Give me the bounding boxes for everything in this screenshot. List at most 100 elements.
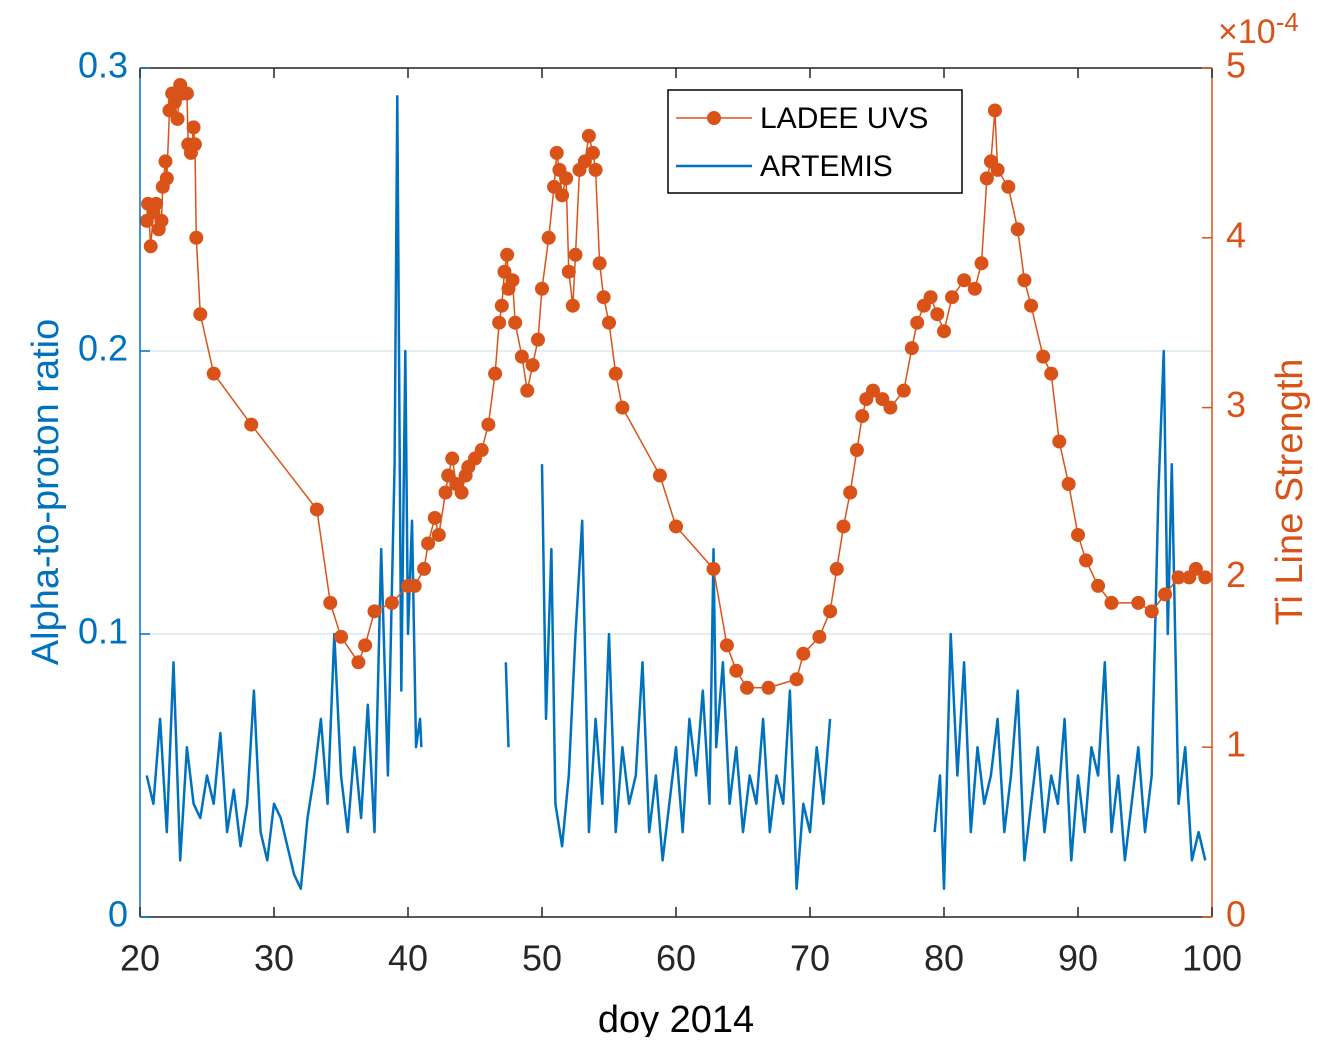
data-point [843,485,858,500]
y2-tick-label: 2 [1226,554,1246,595]
data-point [244,417,259,432]
data-point [431,527,446,542]
x-tick-label: 80 [924,938,964,979]
data-point [559,171,574,186]
data-point [474,443,489,458]
x-axis-label: doy 2014 [598,999,754,1037]
x-tick-label: 60 [656,938,696,979]
data-point [1144,604,1159,619]
series-line [145,84,1206,689]
x-tick-label: 30 [254,938,294,979]
legend-label: LADEE UVS [760,102,928,135]
data-point [602,315,616,330]
data-point [309,502,324,517]
data-point [729,663,744,678]
data-point [1158,587,1173,602]
data-point [187,137,202,152]
data-point [719,638,734,653]
data-point [541,230,556,245]
data-point [930,307,945,322]
x-tick-label: 50 [522,938,562,979]
legend: LADEE UVS ARTEMIS [667,89,963,194]
data-point [417,561,432,576]
data-point [407,578,422,593]
y2-scale-exponent: -4 [1276,7,1299,37]
data-point [829,561,844,576]
data-point [761,680,776,695]
data-point [427,510,442,525]
data-point [445,451,460,466]
data-point [186,120,201,135]
data-point [669,519,683,534]
data-point [1052,434,1067,449]
data-point [549,145,564,160]
data-point [505,273,520,288]
data-point [904,341,919,356]
data-point [796,646,811,661]
data-point [581,128,596,143]
y-tick-label: 0 [108,894,128,935]
data-point [652,468,667,483]
data-point [855,409,870,424]
data-point [323,595,338,610]
data-point [1188,561,1203,576]
x-tick-label: 20 [120,938,160,979]
y2-tick-label: 1 [1226,724,1246,765]
data-point [189,230,204,245]
data-point [865,383,880,398]
data-point [1001,179,1016,194]
data-point [1171,570,1186,585]
data-point [585,145,600,160]
data-point [492,315,507,330]
data-point [1044,366,1059,381]
data-point [158,154,173,169]
x-tick-label: 90 [1058,938,1098,979]
data-point [1010,222,1025,237]
data-point [193,307,208,322]
data-point [500,247,515,262]
data-point [568,247,583,262]
plot [139,77,1213,890]
data-point [945,290,960,305]
data-point [967,281,982,296]
data-point [1104,595,1119,610]
data-point [170,111,185,126]
data-point [1079,553,1094,568]
data-point [561,264,576,279]
y2-tick-label: 4 [1226,214,1246,255]
y2-tick-label: 3 [1226,384,1246,425]
data-point [706,561,721,576]
data-point [334,629,348,644]
data-point [488,366,503,381]
data-point [143,239,158,254]
data-point [555,188,570,203]
y2-scale-base: ×10 [1218,13,1276,51]
data-point [154,213,169,228]
data-point [608,366,623,381]
data-point [421,536,436,551]
y2-scale-label: ×10-4 [1218,7,1299,51]
x-tick-label: 100 [1182,938,1242,979]
y-axis-label: Alpha-to-proton ratio [25,319,67,665]
data-point [565,298,580,313]
data-point [525,358,540,373]
data-point [937,324,951,339]
data-point [358,638,373,653]
y-tick-label: 0.1 [78,611,128,652]
data-point [159,171,174,186]
data-point [367,604,382,619]
data-point [823,604,838,619]
x-tick-label: 70 [790,938,830,979]
data-point [974,256,989,271]
data-point [883,400,898,415]
data-point [508,315,523,330]
data-point [812,629,827,644]
data-point [535,281,549,296]
data-point [957,273,972,288]
data-point [588,162,603,177]
data-point [849,443,864,458]
data-point [454,485,469,500]
data-point [481,417,496,432]
data-point [1071,527,1085,542]
